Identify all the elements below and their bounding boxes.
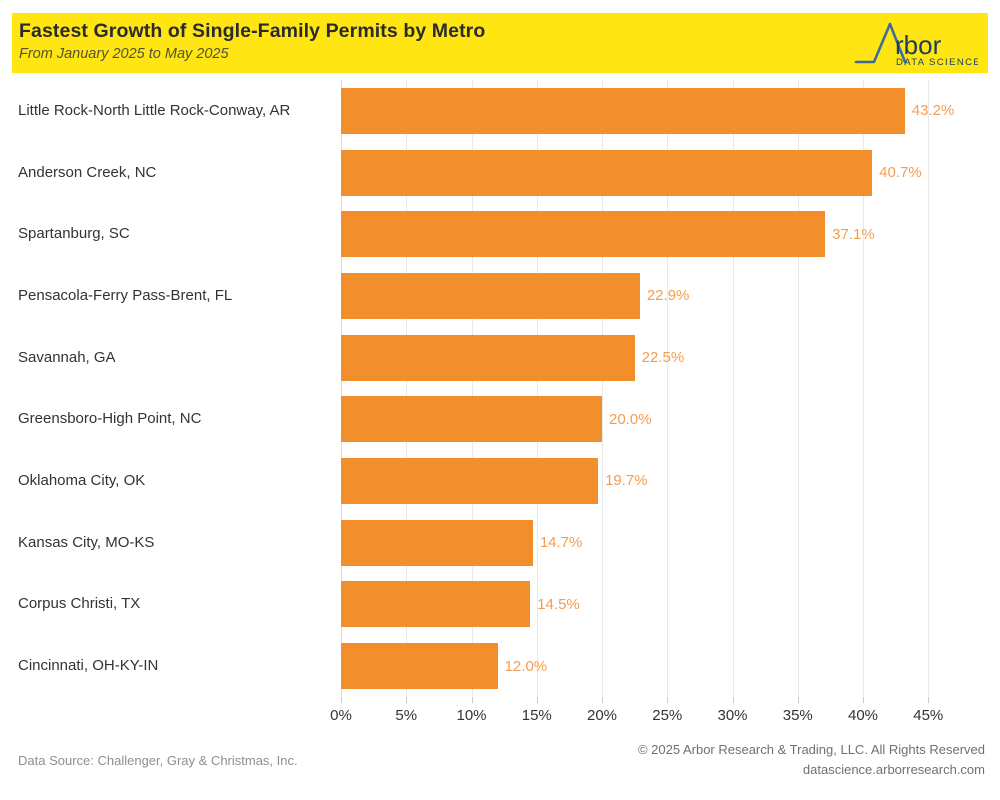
- category-label: Corpus Christi, TX: [18, 595, 141, 613]
- bar-area: 22.5%: [341, 327, 1000, 389]
- value-label: 43.2%: [911, 102, 955, 120]
- bar[interactable]: [341, 581, 531, 628]
- category-label: Pensacola-Ferry Pass-Brent, FL: [18, 286, 233, 304]
- bar-row: Cincinnati, OH-KY-IN 12.0%: [0, 635, 1000, 697]
- website-link[interactable]: datascience.arborresearch.com: [802, 762, 985, 777]
- bar[interactable]: [341, 643, 498, 690]
- bar[interactable]: [341, 149, 873, 196]
- bar[interactable]: [341, 87, 905, 134]
- value-label: 12.0%: [504, 657, 548, 675]
- x-axis-tick-label: 5%: [395, 707, 418, 724]
- bar-area: 12.0%: [341, 635, 1000, 697]
- x-axis-tick-label: 25%: [652, 707, 683, 724]
- value-label: 37.1%: [832, 225, 875, 243]
- value-label: 40.7%: [879, 164, 922, 182]
- bar-area: 14.7%: [341, 512, 1000, 574]
- bar-area: 14.5%: [341, 574, 1000, 636]
- x-axis-tick: [863, 697, 864, 703]
- category-label: Little Rock-North Little Rock-Conway, AR: [18, 101, 291, 119]
- x-axis-tick: [471, 697, 473, 703]
- bar-chart: Little Rock-North Little Rock-Conway, AR…: [0, 80, 1000, 740]
- x-axis-tick-label: 35%: [782, 707, 813, 724]
- chart-subtitle: From January 2025 to May 2025: [19, 46, 229, 62]
- bar-area: 40.7%: [341, 142, 1000, 204]
- bar-row: Savannah, GA 22.5%: [0, 327, 1000, 389]
- x-axis-tick: [341, 697, 342, 703]
- x-axis-tick: [928, 697, 930, 703]
- bar-area: 43.2%: [341, 80, 1000, 142]
- bar[interactable]: [341, 396, 602, 443]
- bar-row: Oklahoma City, OK 19.7%: [0, 450, 1000, 512]
- logo-brand-text: rbor: [895, 30, 942, 60]
- value-label: 14.5%: [537, 595, 580, 613]
- bar-rows: Little Rock-North Little Rock-Conway, AR…: [0, 80, 1000, 697]
- copyright-text: © 2025 Arbor Research & Trading, LLC. Al…: [637, 742, 985, 757]
- x-axis-tick-label: 0%: [330, 707, 352, 724]
- x-axis-tick-label: 45%: [913, 707, 944, 724]
- bar-row: Kansas City, MO-KS 14.7%: [0, 512, 1000, 574]
- bar[interactable]: [341, 272, 640, 319]
- value-label: 14.7%: [539, 534, 583, 552]
- value-label: 20.0%: [609, 410, 652, 428]
- value-label: 22.9%: [646, 287, 690, 305]
- x-axis-tick: [797, 697, 799, 703]
- category-label: Kansas City, MO-KS: [18, 533, 155, 551]
- value-label: 19.7%: [605, 472, 648, 490]
- bar[interactable]: [341, 334, 635, 381]
- bar-row: Pensacola-Ferry Pass-Brent, FL 22.9%: [0, 265, 1000, 327]
- arbor-logo-mark: rbor DATA SCIENCE: [854, 22, 980, 68]
- x-axis-tick: [667, 697, 669, 703]
- footer-right: © 2025 Arbor Research & Trading, LLC. Al…: [638, 740, 985, 780]
- x-axis-tick-label: 40%: [847, 707, 879, 724]
- data-source-note: Data Source: Challenger, Gray & Christma…: [18, 753, 298, 768]
- x-axis: 0% 5% 10% 15% 20% 25% 30% 35% 40% 45%: [330, 697, 996, 733]
- bar-area: 19.7%: [341, 450, 1000, 512]
- category-label: Cincinnati, OH-KY-IN: [18, 657, 159, 675]
- category-label: Oklahoma City, OK: [18, 471, 146, 489]
- bar-area: 20.0%: [341, 388, 1000, 450]
- x-axis-tick: [732, 697, 734, 703]
- bar-area: 22.9%: [341, 265, 1000, 327]
- arbor-mountain-icon: [854, 22, 907, 64]
- bar[interactable]: [341, 457, 599, 504]
- arbor-logo: rbor DATA SCIENCE: [853, 20, 980, 68]
- bar[interactable]: [341, 211, 826, 258]
- x-axis-tick: [406, 697, 408, 703]
- x-axis-tick-label: 15%: [521, 707, 552, 724]
- chart-header: Fastest Growth of Single-Family Permits …: [12, 13, 988, 73]
- category-label: Anderson Creek, NC: [18, 163, 157, 181]
- bar-row: Anderson Creek, NC 40.7%: [0, 142, 1000, 204]
- category-label: Greensboro-High Point, NC: [18, 410, 202, 428]
- x-axis-tick-label: 20%: [586, 707, 618, 724]
- x-axis-tick: [536, 697, 538, 703]
- x-axis-tick-label: 10%: [456, 707, 487, 724]
- bar-row: Greensboro-High Point, NC 20.0%: [0, 388, 1000, 450]
- category-label: Savannah, GA: [18, 348, 116, 366]
- category-label: Spartanburg, SC: [18, 225, 130, 243]
- chart-title: Fastest Growth of Single-Family Permits …: [19, 20, 486, 42]
- bar-row: Corpus Christi, TX 14.5%: [0, 574, 1000, 636]
- x-axis-tick-label: 30%: [717, 707, 748, 724]
- logo-tagline-text: DATA SCIENCE: [896, 57, 978, 68]
- bar-row: Little Rock-North Little Rock-Conway, AR…: [0, 80, 1000, 142]
- bar[interactable]: [341, 519, 533, 566]
- bar-row: Spartanburg, SC 37.1%: [0, 203, 1000, 265]
- x-axis-tick: [602, 697, 603, 703]
- bar-area: 37.1%: [341, 203, 1000, 265]
- value-label: 22.5%: [641, 349, 685, 367]
